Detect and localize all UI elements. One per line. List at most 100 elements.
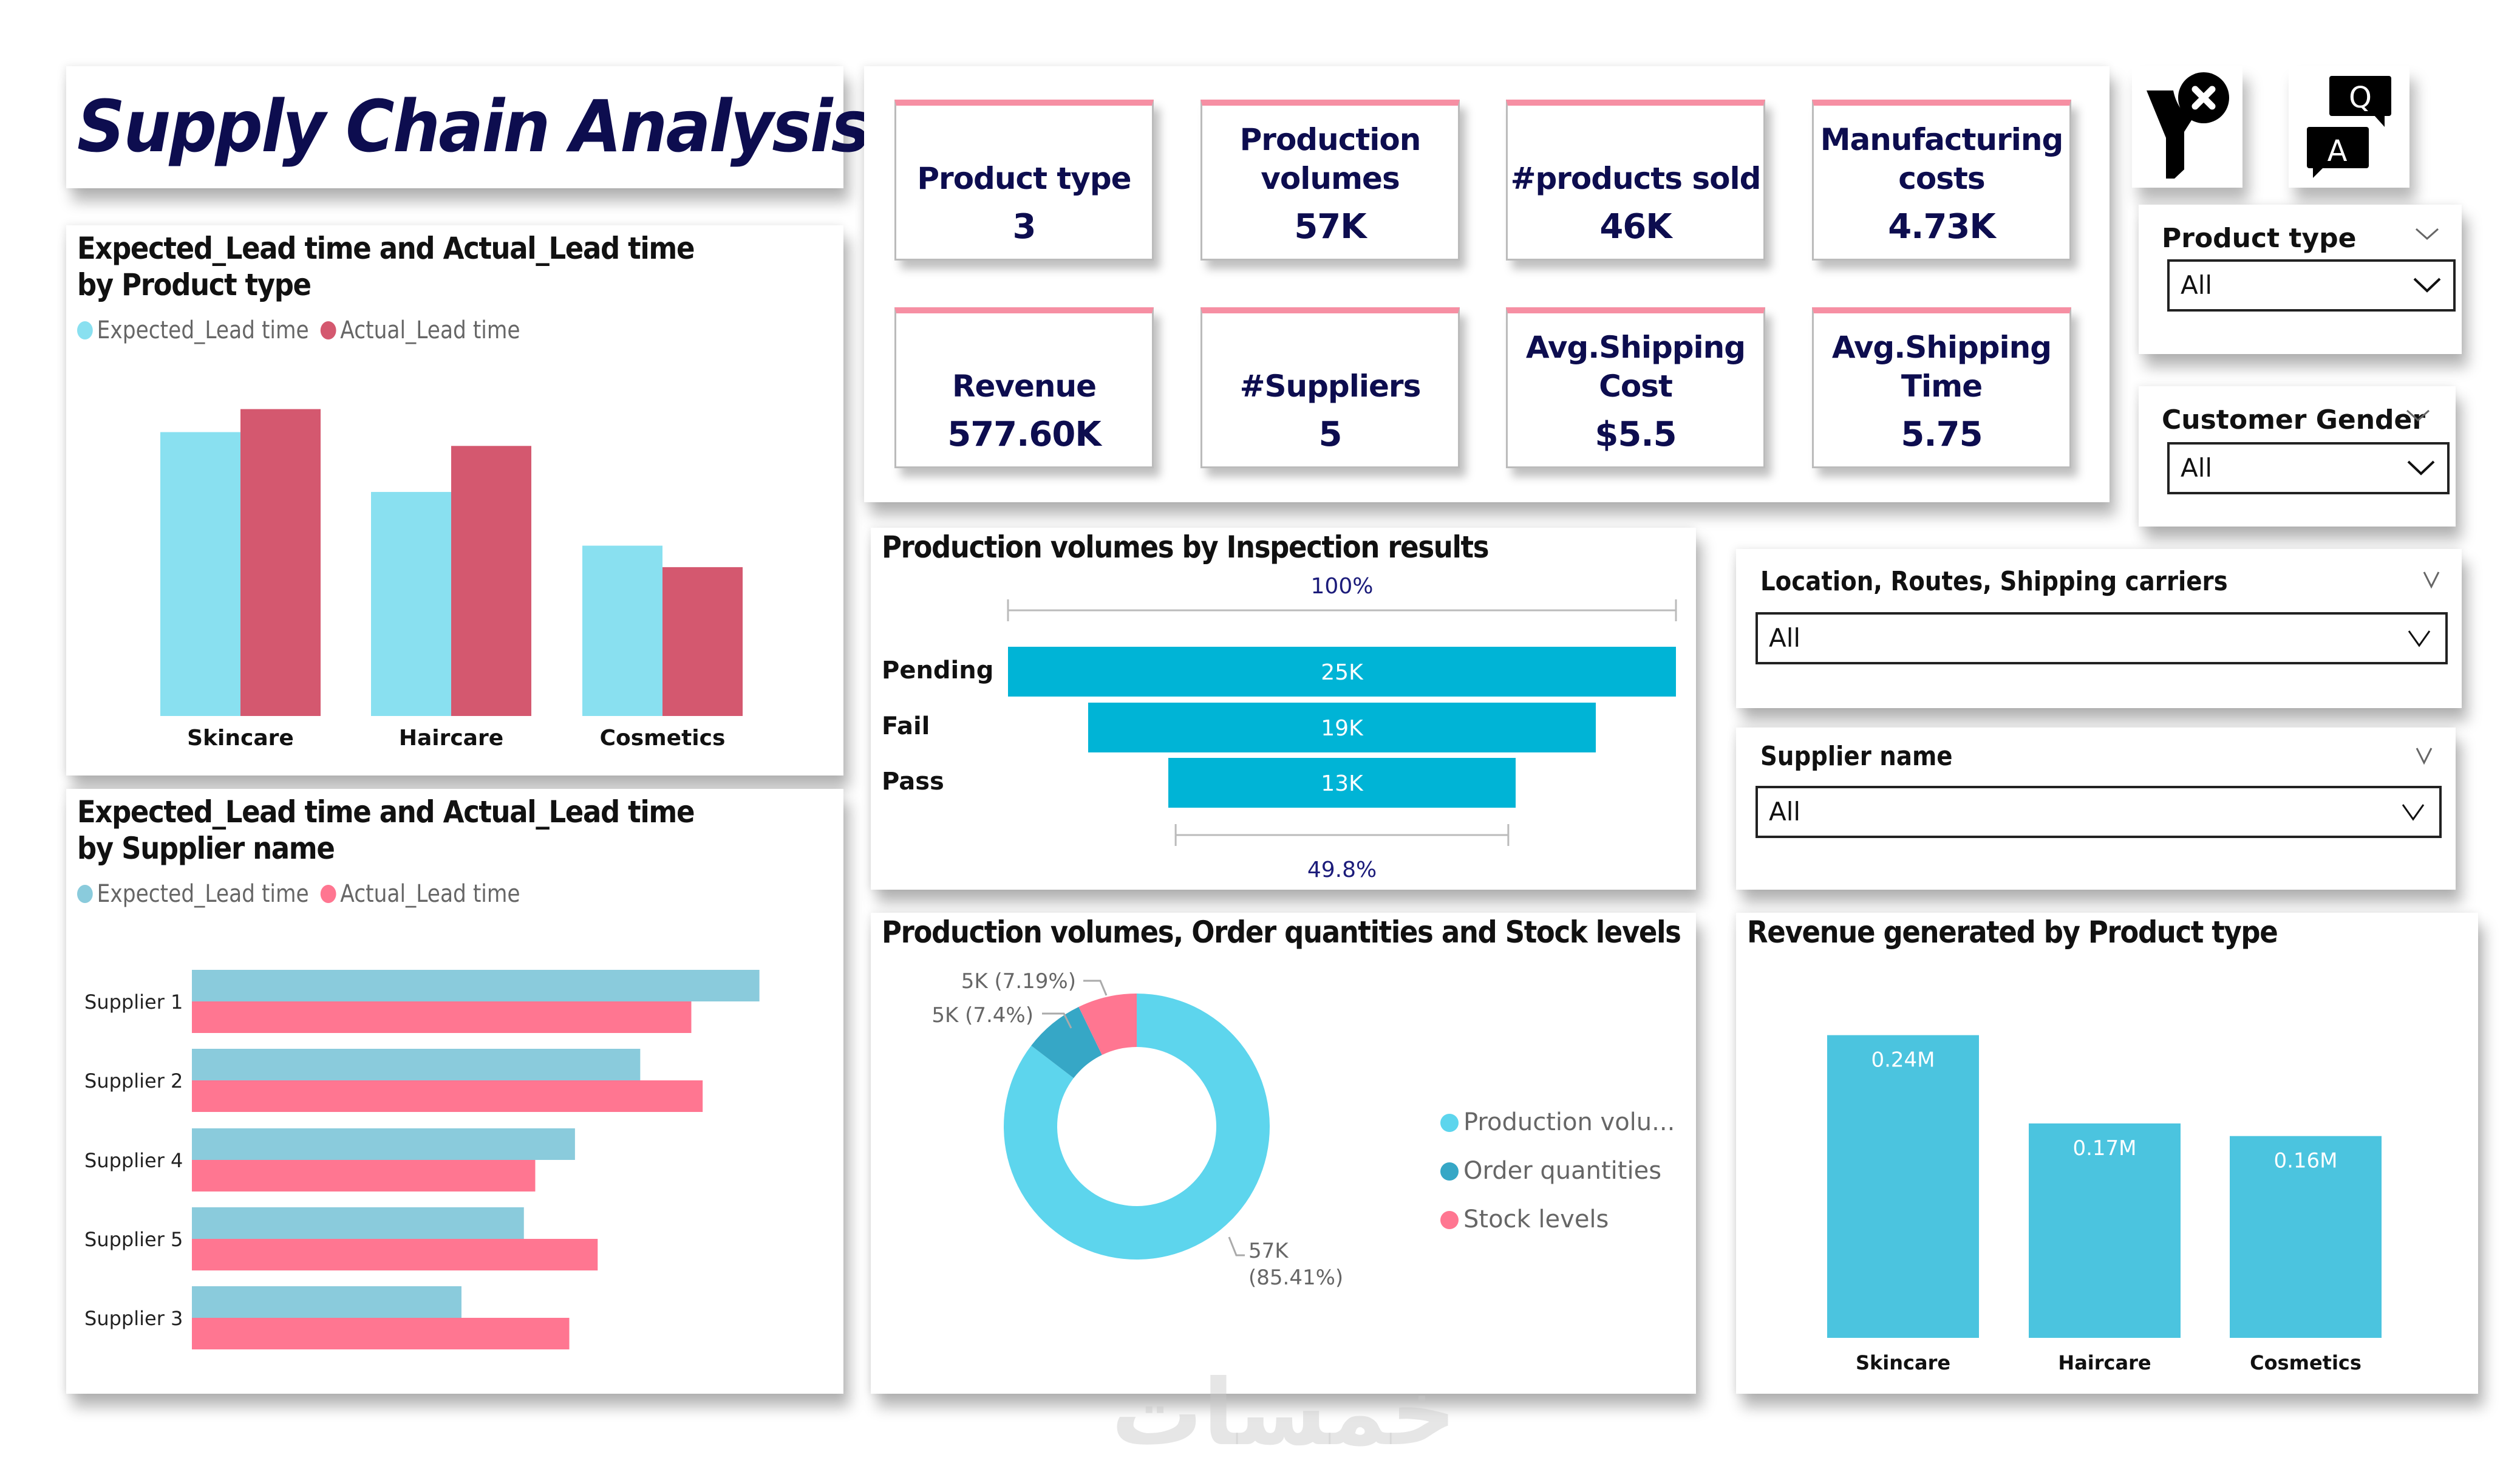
legend-label: Expected_Lead time <box>97 316 309 344</box>
kpi-label: Avg.Shipping Cost <box>1525 330 1746 404</box>
legend-dot-icon <box>1440 1114 1459 1132</box>
revenue-bar <box>2029 1123 2181 1338</box>
leader-line <box>1042 1012 1072 1029</box>
chart-title: Revenue generated by Product type <box>1747 915 2278 950</box>
chevron-down-icon[interactable] <box>2415 743 2433 768</box>
watermark: خمسات <box>1111 1360 1457 1466</box>
kpi-label: Production volumes <box>1239 122 1422 196</box>
legend-item-expected[interactable]: Expected_Lead time <box>77 316 309 344</box>
chart-legend: Expected_Lead time Actual_Lead time <box>77 316 531 344</box>
chevron-down-icon[interactable] <box>2422 567 2440 592</box>
title-panel: Supply Chain Analysis <box>66 66 871 188</box>
kpi-value: 3 <box>1012 207 1037 247</box>
clear-filter-icon <box>2147 72 2229 179</box>
chevron-down-icon[interactable] <box>2415 227 2439 242</box>
supplier-dropdown[interactable]: All <box>1755 786 2442 838</box>
supplier-slicer: Supplier name All <box>1736 728 2456 890</box>
legend-item-actual[interactable]: Actual_Lead time <box>320 880 520 908</box>
location-dropdown[interactable]: All <box>1755 612 2448 664</box>
bar-value-label: 0.17M <box>2072 1136 2136 1161</box>
bar-expected <box>371 492 451 716</box>
legend-item-expected[interactable]: Expected_Lead time <box>77 880 309 908</box>
kpi-card: #products sold 46K <box>1506 100 1765 261</box>
bar-expected <box>582 545 662 716</box>
bar-actual <box>192 1080 703 1112</box>
legend-dot-icon <box>1440 1162 1459 1181</box>
customer-gender-slicer: Customer Gender All <box>2139 386 2456 527</box>
funnel-category-label: Pending <box>882 656 993 684</box>
y-tick-label: Supplier 2 <box>84 1069 183 1093</box>
funnel-bar <box>1168 758 1516 808</box>
legend-label[interactable]: Production volu... <box>1463 1108 1675 1136</box>
donut-slice <box>1004 994 1270 1260</box>
funnel-value-label: 19K <box>1321 716 1364 741</box>
kpi-card: Avg.Shipping Cost $5.5 <box>1506 307 1765 468</box>
bar-expected <box>160 432 240 716</box>
kpi-card: Avg.Shipping Time 5.75 <box>1812 307 2071 468</box>
funnel-category-label: Fail <box>882 712 930 740</box>
x-tick-label: Cosmetics <box>2250 1351 2362 1374</box>
clear-filter-button[interactable] <box>2132 66 2242 188</box>
kpi-value: 46K <box>1599 207 1672 247</box>
funnel-bar <box>1008 647 1676 697</box>
y-tick-label: Supplier 3 <box>84 1307 183 1330</box>
product-type-dropdown[interactable]: All <box>2167 259 2456 312</box>
lead-by-product-chart: Skincare Haircare Cosmetics <box>160 409 743 751</box>
bar-actual <box>192 1160 536 1192</box>
kpi-value: $5.5 <box>1595 415 1677 454</box>
bar-expected <box>192 1286 461 1318</box>
dropdown-value: All <box>2181 453 2213 483</box>
kpi-label: Revenue <box>952 369 1097 404</box>
legend-item-actual[interactable]: Actual_Lead time <box>320 316 520 344</box>
legend-dot-icon <box>320 885 336 903</box>
funnel-value-label: 13K <box>1321 771 1364 796</box>
chart-legend: Expected_Lead time Actual_Lead time <box>77 880 531 908</box>
legend-label[interactable]: Order quantities <box>1463 1157 1661 1185</box>
bar-value-label: 0.16M <box>2273 1149 2337 1173</box>
chevron-down-icon <box>2407 460 2435 476</box>
kpi-card: Production volumes 57K <box>1200 100 1460 261</box>
bar-actual <box>192 1001 692 1033</box>
legend-label[interactable]: Stock levels <box>1463 1205 1609 1233</box>
page-title: Supply Chain Analysis <box>77 84 871 168</box>
slicer-title: Product type <box>2162 223 2357 254</box>
leader-line <box>1228 1236 1245 1256</box>
y-tick-label: Supplier 4 <box>84 1149 183 1172</box>
legend-label: Actual_Lead time <box>340 316 520 344</box>
lead-by-supplier-chart: Supplier 1 Supplier 2 Supplier 4 Supplier 5… <box>84 970 760 1349</box>
dropdown-value: All <box>1769 797 1801 827</box>
legend-dot-icon <box>77 321 93 339</box>
svg-text:A: A <box>2328 134 2348 168</box>
kpi-label: Manufacturing costs <box>1820 122 2064 196</box>
location-slicer: Location, Routes, Shipping carriers All <box>1736 549 2462 708</box>
customer-gender-dropdown[interactable]: All <box>2167 442 2450 494</box>
bar-value-label: 0.24M <box>1871 1048 1935 1072</box>
chevron-down-icon[interactable] <box>2406 408 2430 424</box>
revenue-bar <box>2230 1136 2382 1338</box>
kpi-label: Product type <box>917 161 1131 196</box>
donut-slice <box>1078 994 1137 1055</box>
chart-title: Expected_Lead time and Actual_Lead time … <box>77 794 695 866</box>
donut-data-label: (85.41%) <box>1248 1266 1343 1290</box>
kpi-value: 5.75 <box>1901 415 1983 454</box>
kpi-value: 5 <box>1318 415 1343 454</box>
bar-expected <box>192 1128 575 1160</box>
leader-line <box>1083 980 1108 996</box>
dropdown-value: All <box>2181 270 2213 300</box>
donut-chart: 5K (7.19%) 5K (7.4%) 57K (85.41%) Production… <box>931 969 1675 1290</box>
revenue-chart: 0.24M Skincare 0.17M Haircare 0.16M Cosmetics <box>1827 1035 2382 1374</box>
chart-title: Production volumes, Order quantities and… <box>882 915 1681 950</box>
kpi-panel: Product type 3 Production volumes 57K #produ… <box>864 66 2110 502</box>
revenue-bar <box>1827 1035 1979 1338</box>
funnel-bottom-label: 49.8% <box>1307 857 1377 882</box>
x-tick-label: Skincare <box>187 726 294 751</box>
bar-actual <box>451 446 531 716</box>
funnel-top-label: 100% <box>1311 574 1374 599</box>
kpi-label: #Suppliers <box>1239 369 1422 404</box>
x-tick-label: Haircare <box>2058 1351 2151 1374</box>
kpi-card: Manufacturing costs 4.73K <box>1812 100 2071 261</box>
donut-data-label: 57K <box>1248 1239 1289 1263</box>
bar-actual <box>662 567 743 716</box>
qna-button[interactable]: Q A <box>2289 66 2409 188</box>
kpi-card: Revenue 577.60K <box>894 307 1154 468</box>
